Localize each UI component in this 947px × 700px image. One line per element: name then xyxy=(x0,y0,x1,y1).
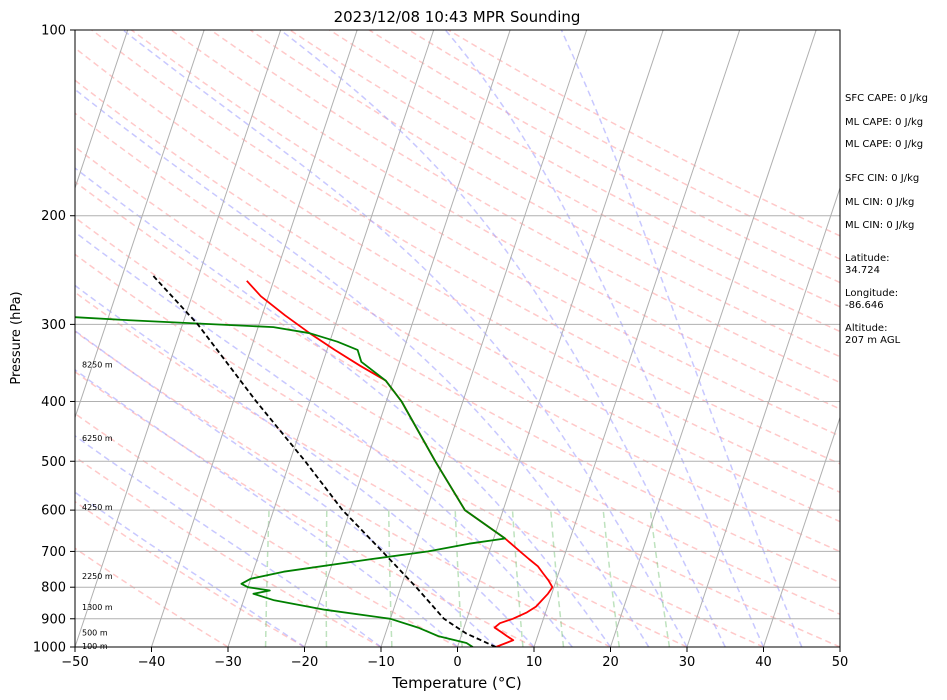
dry-adiabat-line xyxy=(249,30,840,358)
x-tick-label: −10 xyxy=(367,655,394,670)
moist-adiabat-line xyxy=(75,284,535,647)
isotherm-line xyxy=(610,30,817,647)
sounding-info-text: Longitude: xyxy=(845,288,898,299)
dry-adiabat-line xyxy=(75,500,305,647)
dry-adiabat-line xyxy=(75,253,764,647)
sounding-info-text: ML CAPE: 0 J/kg xyxy=(845,139,923,150)
dry-adiabat-line xyxy=(75,47,840,494)
y-axis-label: Pressure (hPa) xyxy=(9,291,24,384)
x-tick-label: 40 xyxy=(755,655,772,670)
height-label: 1300 m xyxy=(82,603,113,612)
x-tick-label: 0 xyxy=(453,655,461,670)
x-tick-label: −20 xyxy=(291,655,318,670)
mixing-ratio-line xyxy=(387,510,393,647)
height-label: 500 m xyxy=(82,628,108,637)
chart-title: 2023/12/08 10:43 MPR Sounding xyxy=(334,8,581,26)
isotherm-line xyxy=(304,30,511,647)
isotherm-line xyxy=(533,30,741,647)
isotherm-line xyxy=(227,30,435,647)
moist-adiabat-line xyxy=(75,88,650,647)
moist-adiabat-line xyxy=(122,30,688,647)
height-label: 8250 m xyxy=(82,361,113,370)
isotherm-line xyxy=(75,30,129,190)
dry-adiabat-line xyxy=(329,30,840,308)
dry-adiabat-line xyxy=(289,30,840,333)
x-tick-label: 10 xyxy=(526,655,543,670)
sounding-info-text: ML CAPE: 0 J/kg xyxy=(845,117,923,128)
sounding-info-text: 34.724 xyxy=(845,265,880,276)
dry-adiabat-line xyxy=(75,370,535,647)
dry-adiabat-line xyxy=(75,180,840,616)
height-label: 6250 m xyxy=(82,434,113,443)
moist-adiabat-line xyxy=(444,30,765,647)
height-label: 4250 m xyxy=(82,503,113,512)
sounding-info-text: Altitude: xyxy=(845,323,887,334)
isotherm-line xyxy=(75,30,205,420)
temperature-profile-line xyxy=(246,280,554,647)
isotherm-line xyxy=(75,30,282,647)
dry-adiabat-line xyxy=(210,30,840,384)
x-axis-label: Temperature (°C) xyxy=(391,674,521,692)
dry-adiabat-line xyxy=(170,30,840,410)
moist-adiabat-line xyxy=(75,167,612,647)
moist-adiabat-line xyxy=(280,30,726,647)
y-tick-label: 600 xyxy=(41,504,66,519)
dry-adiabat-line xyxy=(91,30,840,465)
y-tick-label: 300 xyxy=(41,318,66,333)
dry-adiabat-line xyxy=(75,412,458,647)
y-tick-label: 500 xyxy=(41,455,66,470)
x-tick-label: 50 xyxy=(832,655,849,670)
isotherm-line xyxy=(457,30,664,647)
isotherm-line xyxy=(380,30,588,647)
sounding-info-text: ML CIN: 0 J/kg xyxy=(845,220,914,231)
x-tick-label: −30 xyxy=(214,655,241,670)
x-tick-label: −50 xyxy=(61,655,88,670)
x-tick-label: 20 xyxy=(602,655,619,670)
dry-adiabat-line xyxy=(75,145,840,584)
moist-adiabat-line xyxy=(75,329,497,647)
dry-adiabat-line xyxy=(75,216,840,647)
moist-adiabat-line xyxy=(560,30,803,647)
moist-adiabat-line xyxy=(75,434,382,647)
y-tick-label: 700 xyxy=(41,545,66,560)
y-tick-label: 900 xyxy=(41,612,66,627)
dewpoint-profile-line xyxy=(75,316,507,647)
sounding-info-text: ML CIN: 0 J/kg xyxy=(845,197,914,208)
y-tick-label: 1000 xyxy=(33,641,66,656)
moist-adiabat-line xyxy=(75,231,573,647)
dry-adiabat-line xyxy=(130,30,840,437)
sounding-info-text: Latitude: xyxy=(845,253,890,264)
dry-adiabat-line xyxy=(75,547,229,647)
isotherm-line xyxy=(151,30,358,647)
mixing-ratio-line xyxy=(325,510,328,647)
mixing-ratio-line xyxy=(649,509,671,647)
sounding-info-text: SFC CAPE: 0 J/kg xyxy=(845,93,928,104)
isotherm-line xyxy=(686,186,840,647)
x-tick-label: −40 xyxy=(138,655,165,670)
mixing-ratio-line xyxy=(511,510,524,647)
sounding-info-text: 207 m AGL xyxy=(845,335,901,346)
height-label: 2250 m xyxy=(82,572,113,581)
y-tick-label: 800 xyxy=(41,581,66,596)
parcel-profile-line xyxy=(152,274,497,647)
dry-adiabat-line xyxy=(75,79,840,523)
sounding-info-text: -86.646 xyxy=(845,300,884,311)
y-tick-label: 200 xyxy=(41,209,66,224)
sounding-info-text: SFC CIN: 0 J/kg xyxy=(845,173,919,184)
x-tick-label: 30 xyxy=(679,655,696,670)
y-tick-label: 100 xyxy=(41,24,66,39)
dry-adiabat-line xyxy=(75,112,840,553)
isotherm-line xyxy=(763,415,840,647)
y-tick-label: 400 xyxy=(41,395,66,410)
dry-adiabat-line xyxy=(75,291,688,647)
